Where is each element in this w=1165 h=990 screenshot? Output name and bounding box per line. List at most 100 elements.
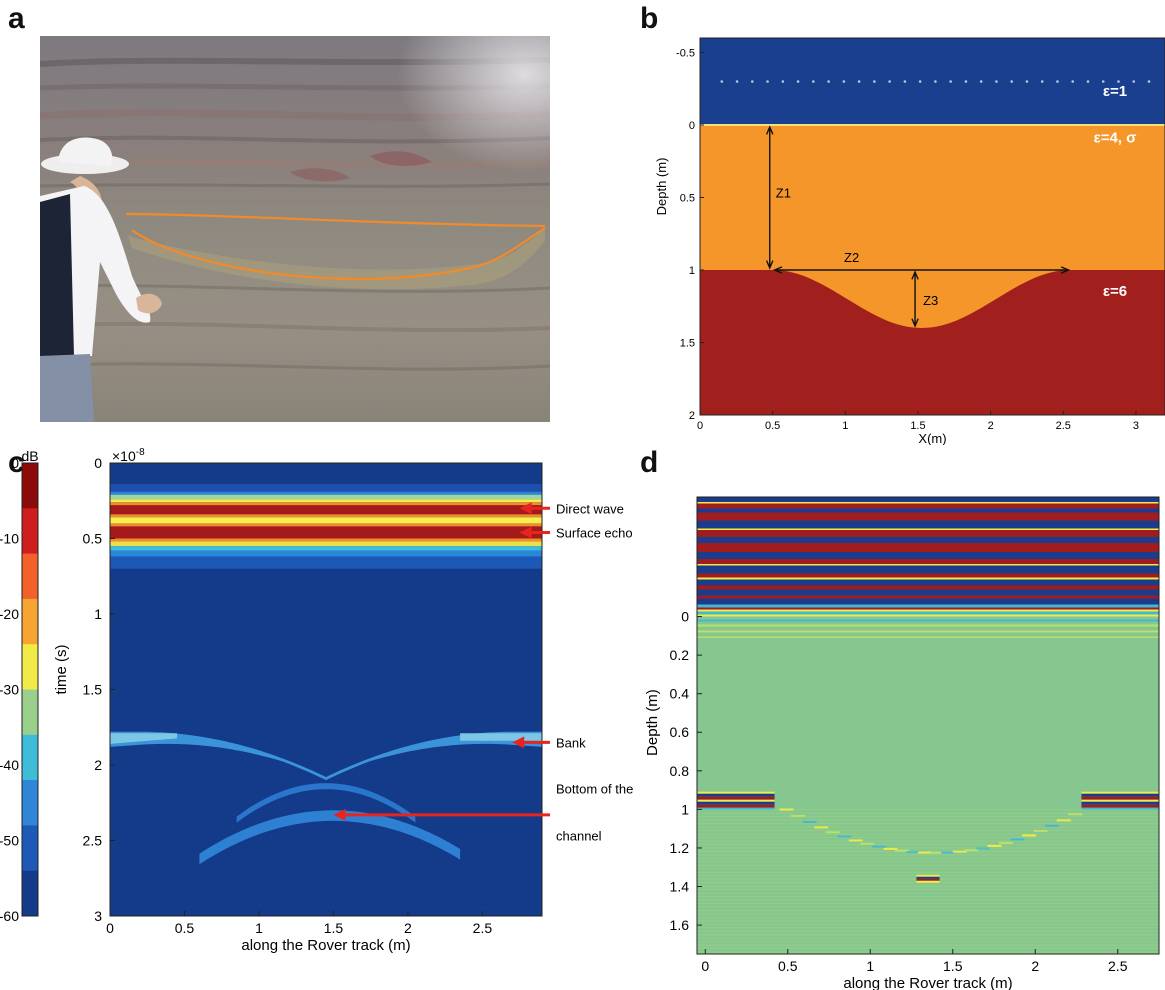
b-layer-label-1: ε=1 — [1103, 83, 1127, 100]
c-y-tick-label: 0.5 — [83, 531, 103, 547]
d-reflector-right — [1081, 799, 1159, 802]
d-noise-line — [697, 927, 1159, 929]
d-noise-line — [697, 906, 1159, 908]
c-band-11 — [110, 538, 542, 542]
b-dimension-z3-head-1 — [911, 270, 919, 280]
b-antenna-dot — [781, 80, 785, 83]
d-reflector-left — [697, 793, 775, 797]
c-band-8 — [110, 517, 542, 524]
d-bottom-reflector — [916, 874, 940, 877]
c-arrow-channel-bottom-head — [333, 808, 346, 821]
b-layer-label-3: ε=6 — [1103, 283, 1127, 300]
b-layer-label-2: ε=4, σ — [1094, 129, 1137, 146]
b-dimension-label-z1: Z1 — [776, 186, 791, 201]
d-diffraction-dash — [848, 839, 863, 842]
d-noise-line — [697, 941, 1159, 943]
d-noise-line — [697, 903, 1159, 904]
c-colorbar-tick-label: -10 — [0, 531, 19, 547]
c-band-12 — [110, 541, 542, 547]
b-antenna-dot — [979, 80, 983, 83]
d-noise-line — [697, 837, 1159, 838]
d-top-stripe — [697, 609, 1159, 612]
d-noise-line — [697, 868, 1159, 870]
c-arrow-bank-head — [512, 736, 525, 749]
d-y-tick-label: 0.6 — [670, 724, 690, 740]
c-right-bank-core — [460, 733, 542, 741]
d-top-stripe — [697, 632, 1159, 637]
d-reflector-right — [1081, 801, 1159, 805]
c-right-bank-arc — [326, 731, 542, 781]
d-reflector-left — [697, 796, 775, 800]
c-annotation-direct-wave: Direct wave — [556, 501, 624, 516]
b-antenna-dot — [873, 80, 876, 83]
d-top-stripe — [697, 624, 1159, 627]
d-y-tick-label: 0.4 — [670, 686, 690, 702]
b-antenna-dot — [1056, 80, 1059, 83]
b-antenna-dot — [796, 80, 800, 83]
d-diffraction-dash — [860, 842, 875, 845]
c-band-2 — [110, 491, 542, 495]
d-noise-line — [697, 899, 1159, 901]
panel-letter-b: b — [640, 2, 659, 35]
d-top-stripe — [697, 579, 1159, 586]
b-x-tick-label: 1.5 — [910, 420, 925, 432]
c-y-tick-label: 0 — [94, 455, 102, 471]
d-top-stripe — [697, 537, 1159, 543]
d-noise-line — [697, 854, 1159, 856]
d-top-stripe — [697, 577, 1159, 580]
d-noise-line — [697, 833, 1159, 835]
b-x-tick-label: 3 — [1133, 420, 1139, 432]
c-colorbar-segment — [22, 598, 38, 645]
b-antenna-dot — [812, 80, 815, 83]
d-diffraction-dash — [791, 815, 806, 818]
d-diffraction-dash — [1010, 838, 1025, 841]
d-top-stripe — [697, 619, 1159, 622]
d-top-stripe — [697, 497, 1159, 502]
chart-d: 0 0.5 1 1.5 2 2.5 0 0.2 0.4 0.6 0.8 1 1.2 1.4 1.6 Dept… — [644, 496, 1160, 990]
d-top-stripe — [697, 564, 1159, 566]
b-plot-frame — [699, 37, 1165, 416]
d-noise-line — [697, 847, 1159, 849]
c-colorbar-segment — [22, 780, 38, 826]
c-crossing-arc — [236, 783, 416, 823]
c-x-tick-label: 2 — [404, 920, 412, 936]
d-diffraction-dash — [837, 835, 852, 838]
d-top-stripe — [697, 598, 1159, 605]
d-noise-line — [697, 930, 1159, 932]
d-plot-frame — [696, 496, 1160, 955]
c-colorbar-segment — [22, 689, 38, 736]
d-diffraction-dash — [906, 850, 921, 853]
panel-letter-d: d — [640, 446, 659, 479]
d-top-stripe — [697, 630, 1159, 633]
c-y-exponent-power: -8 — [136, 447, 145, 458]
c-band-5 — [110, 502, 542, 506]
d-diffraction-dash — [814, 826, 829, 829]
c-band-13 — [110, 546, 542, 551]
d-reflector-right — [1081, 793, 1159, 797]
c-colorbar-tick-label: -30 — [0, 682, 19, 698]
d-noise-line — [697, 823, 1159, 825]
d-top-stripe — [697, 520, 1159, 529]
d-diffraction-dash — [929, 851, 944, 854]
d-noise-line — [697, 948, 1159, 950]
d-noise-line — [697, 844, 1159, 845]
d-x-tick-label: 0 — [701, 958, 709, 974]
b-x-tick-label: 0.5 — [765, 420, 780, 432]
c-band-7 — [110, 514, 542, 518]
d-noise-line — [697, 809, 1159, 811]
b-dimension-z1-head-1 — [765, 125, 774, 135]
d-top-stripe — [697, 604, 1159, 608]
d-top-stripe — [697, 512, 1159, 521]
c-colorbar-segment — [22, 870, 38, 917]
person-icon — [40, 137, 162, 422]
c-band-15 — [110, 556, 542, 569]
c-bottom-arc — [199, 810, 461, 865]
b-antenna-dot — [1071, 80, 1075, 83]
d-diffraction-dash — [952, 850, 967, 853]
d-noise-line — [697, 923, 1159, 925]
c-arrow-direct-wave-head — [519, 502, 532, 515]
c-y-tick-label: 2.5 — [83, 833, 103, 849]
c-x-tick-label: 0.5 — [175, 920, 195, 936]
d-top-stripe — [697, 626, 1159, 631]
c-y-tick-label: 2 — [94, 757, 102, 773]
